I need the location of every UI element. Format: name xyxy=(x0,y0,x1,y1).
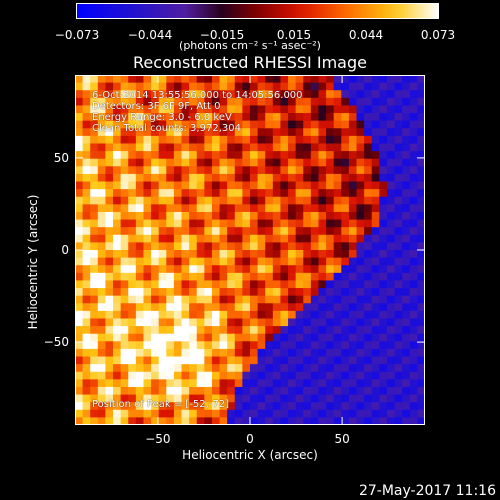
colorbar-tick-label: 0.015 xyxy=(276,28,312,42)
x-tick-label: 50 xyxy=(334,432,350,446)
chart-title: Reconstructed RHESSI Image xyxy=(133,53,367,72)
x-tick-label: 0 xyxy=(246,432,254,446)
y-axis-label: Heliocentric Y (arcsec) xyxy=(26,194,40,330)
heatmap-cells xyxy=(75,75,425,425)
y-tick-label: −50 xyxy=(43,335,69,350)
annotation-clean-counts: Clean Total counts: 3,972,304 xyxy=(92,123,241,134)
footer-timestamp: 27-May-2017 11:16 xyxy=(358,483,496,499)
colorbar-tick-label: −0.044 xyxy=(127,28,173,42)
x-axis-label: Heliocentric X (arcsec) xyxy=(182,448,318,462)
annotation-time-range: 6-Oct-2014 13:55:56.000 to 14:05:56.000 xyxy=(92,90,303,101)
colorbar-tick-label: −0.015 xyxy=(199,28,245,42)
y-tick-label: 50 xyxy=(53,150,69,165)
annotation-energy-range: Energy Range: 3.0 - 6.0 keV xyxy=(92,112,232,123)
colorbar-tick-label: 0.073 xyxy=(420,28,456,42)
x-tick-label: −50 xyxy=(145,432,171,446)
colorbar-gradient xyxy=(76,3,439,19)
annotation-detectors: Detectors: 3F 6F 9F, Att 0 xyxy=(92,101,221,112)
y-tick-label: 0 xyxy=(61,243,69,257)
colorbar-tick-label: −0.073 xyxy=(54,28,100,42)
colorbar-tick-label: 0.044 xyxy=(348,28,384,42)
heatmap-plot xyxy=(75,75,425,425)
colorbar-units-label: (photons cm⁻² s⁻¹ asec⁻²) xyxy=(179,39,321,52)
annotation-peak-position: Position of Peak = [-52,-72] xyxy=(92,399,230,410)
